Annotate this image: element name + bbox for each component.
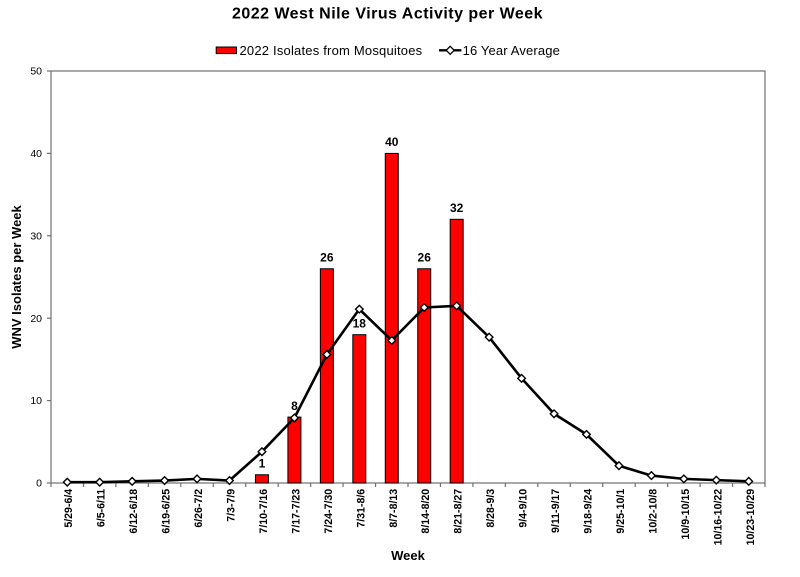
svg-text:0: 0 [36,478,42,490]
svg-text:7/10-7/16: 7/10-7/16 [258,489,270,534]
svg-text:9/4-9/10: 9/4-9/10 [518,489,530,528]
svg-text:30: 30 [30,230,42,242]
svg-text:10: 10 [30,395,42,407]
svg-text:26: 26 [418,251,432,265]
svg-text:2022 West Nile Virus Activity: 2022 West Nile Virus Activity per Week [232,6,543,23]
svg-text:8/7-8/13: 8/7-8/13 [388,489,400,528]
svg-text:10/2-10/8: 10/2-10/8 [647,489,659,534]
svg-text:8: 8 [291,399,298,413]
svg-text:9/25-10/1: 9/25-10/1 [615,489,627,534]
svg-text:8/21-8/27: 8/21-8/27 [453,489,465,534]
svg-text:1: 1 [259,457,266,471]
svg-text:6/19-6/25: 6/19-6/25 [161,489,173,534]
svg-text:Week: Week [391,548,425,563]
svg-text:6/5-6/11: 6/5-6/11 [96,489,108,527]
svg-text:7/17-7/23: 7/17-7/23 [290,489,302,534]
svg-text:40: 40 [30,148,42,160]
svg-text:8/14-8/20: 8/14-8/20 [420,489,432,534]
svg-text:7/3-7/9: 7/3-7/9 [226,489,238,522]
svg-text:16 Year Average: 16 Year Average [463,43,560,58]
svg-text:5/29-6/4: 5/29-6/4 [63,489,75,528]
svg-text:6/26-7/2: 6/26-7/2 [193,489,205,528]
svg-text:9/18-9/24: 9/18-9/24 [583,489,595,534]
svg-text:2022 Isolates from Mosquitoes: 2022 Isolates from Mosquitoes [240,43,423,58]
svg-text:18: 18 [353,316,367,330]
svg-text:10/9-10/15: 10/9-10/15 [680,489,692,540]
svg-text:9/11-9/17: 9/11-9/17 [550,489,562,533]
svg-text:26: 26 [320,251,334,265]
svg-text:50: 50 [30,66,42,78]
svg-text:WNV Isolates per Week: WNV Isolates per Week [9,204,24,348]
svg-text:10/16-10/22: 10/16-10/22 [712,489,724,546]
svg-text:10/23-10/29: 10/23-10/29 [745,489,757,546]
svg-text:7/31-8/6: 7/31-8/6 [355,489,367,528]
svg-text:32: 32 [450,201,464,215]
svg-text:8/28-9/3: 8/28-9/3 [485,489,497,528]
svg-text:6/12-6/18: 6/12-6/18 [128,489,140,534]
svg-text:7/24-7/30: 7/24-7/30 [323,489,335,534]
svg-text:40: 40 [385,135,399,149]
svg-text:20: 20 [30,313,42,325]
